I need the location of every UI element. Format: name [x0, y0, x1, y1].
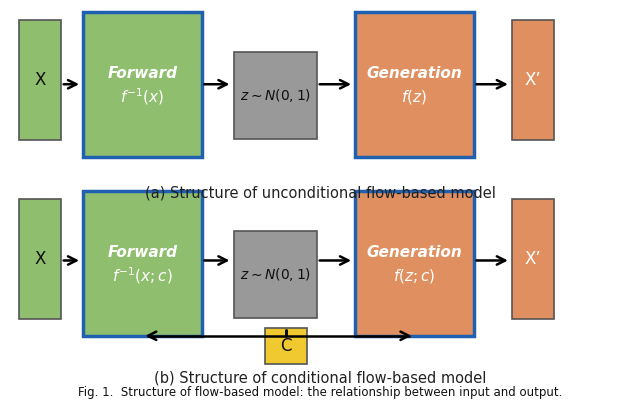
- FancyBboxPatch shape: [83, 191, 202, 336]
- FancyBboxPatch shape: [19, 20, 61, 140]
- Text: Generation: Generation: [367, 66, 462, 81]
- FancyBboxPatch shape: [355, 191, 474, 336]
- Text: C: C: [280, 337, 291, 355]
- Text: $f^{-1}(x)$: $f^{-1}(x)$: [120, 86, 164, 107]
- Text: (b) Structure of conditional flow-based model: (b) Structure of conditional flow-based …: [154, 370, 486, 385]
- Text: X’: X’: [524, 250, 541, 269]
- Text: X: X: [35, 71, 45, 90]
- FancyBboxPatch shape: [512, 199, 554, 319]
- Text: X’: X’: [524, 71, 541, 90]
- FancyBboxPatch shape: [19, 199, 61, 319]
- Text: $z{\sim}N(0,1)$: $z{\sim}N(0,1)$: [239, 266, 311, 283]
- Text: Forward: Forward: [108, 66, 177, 81]
- Text: $f(z;c)$: $f(z;c)$: [393, 267, 436, 285]
- FancyBboxPatch shape: [83, 12, 202, 157]
- FancyBboxPatch shape: [234, 52, 317, 139]
- Text: Fig. 1.  Structure of flow-based model: the relationship between input and outpu: Fig. 1. Structure of flow-based model: t…: [78, 386, 562, 399]
- Text: (a) Structure of unconditional flow-based model: (a) Structure of unconditional flow-base…: [145, 185, 495, 200]
- FancyBboxPatch shape: [265, 328, 307, 364]
- FancyBboxPatch shape: [234, 231, 317, 318]
- Text: X: X: [35, 250, 45, 269]
- FancyBboxPatch shape: [355, 12, 474, 157]
- Text: Forward: Forward: [108, 245, 177, 260]
- Text: $f(z)$: $f(z)$: [401, 88, 428, 106]
- Text: $z{\sim}N(0,1)$: $z{\sim}N(0,1)$: [239, 87, 311, 104]
- Text: $f^{-1}(x;c)$: $f^{-1}(x;c)$: [112, 265, 173, 286]
- Text: Generation: Generation: [367, 245, 462, 260]
- FancyBboxPatch shape: [512, 20, 554, 140]
